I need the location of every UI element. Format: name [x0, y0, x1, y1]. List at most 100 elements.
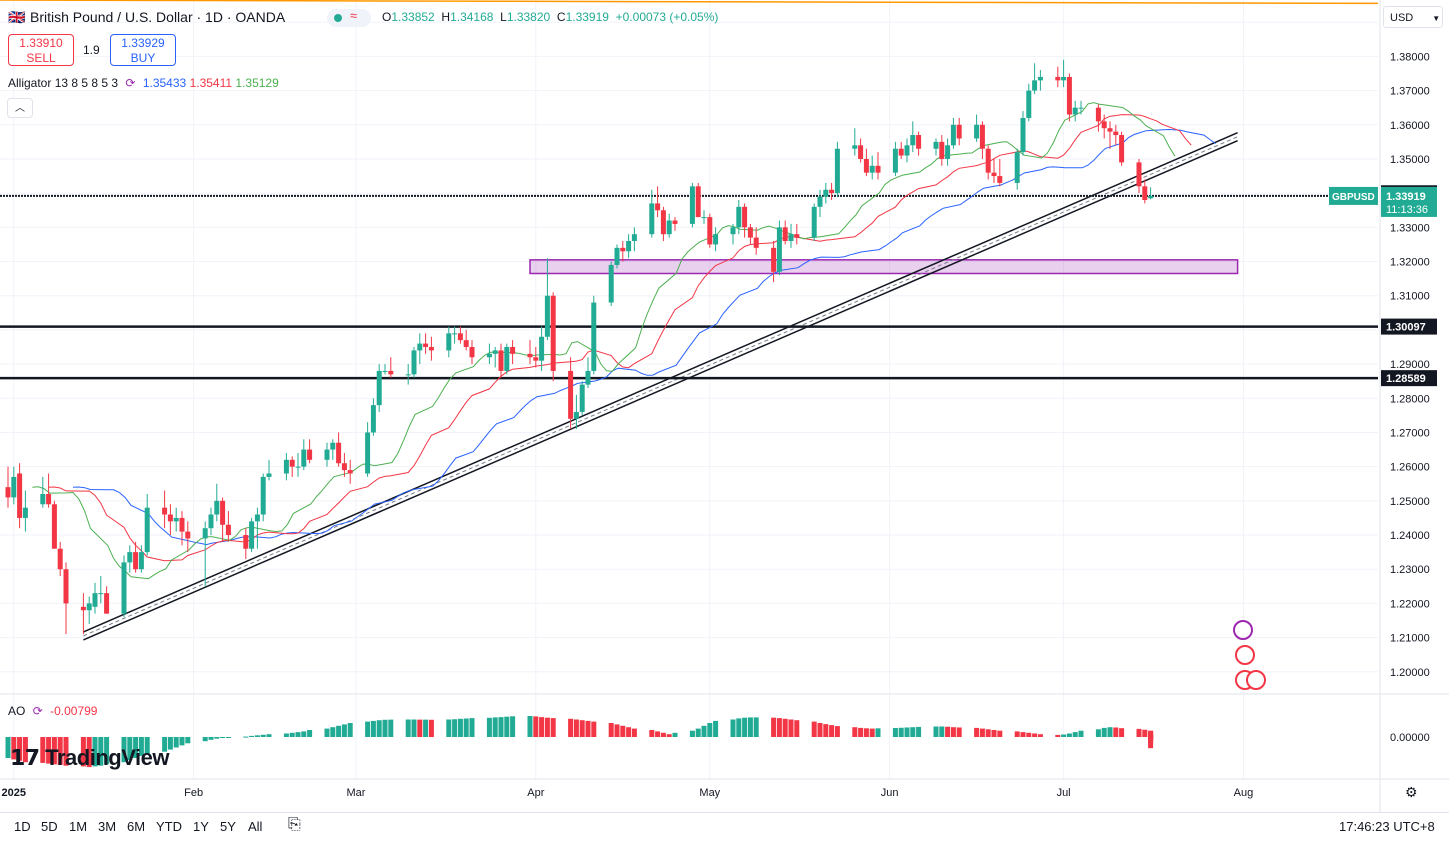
price-tick-label: 1.26000	[1390, 462, 1430, 474]
ao-bar	[22, 737, 28, 763]
ao-bar	[631, 728, 637, 737]
currency-selector[interactable]: USD ▼	[1383, 6, 1443, 28]
symbol-title[interactable]: British Pound / U.S. Dollar · 1D · OANDA	[30, 9, 286, 25]
timeframe-6m[interactable]: 6M	[127, 819, 146, 834]
ao-bar	[121, 737, 127, 763]
candle-body	[185, 531, 191, 539]
ao-bar	[655, 731, 661, 737]
candle-body	[591, 302, 597, 371]
ao-bar	[817, 723, 823, 737]
ao-bar	[794, 720, 800, 737]
ao-bar	[133, 737, 139, 758]
candle-body	[1107, 128, 1113, 132]
ao-bar	[875, 728, 881, 737]
sell-label: SELL	[26, 51, 56, 65]
gear-icon[interactable]: ⚙	[1405, 784, 1418, 800]
ao-bar	[1061, 734, 1067, 737]
timeframe-3m[interactable]: 3M	[98, 819, 117, 834]
collapse-legend-button[interactable]: ︿	[7, 98, 33, 118]
candle-body	[823, 189, 829, 197]
candle-body	[341, 463, 347, 471]
ao-bar	[144, 737, 150, 754]
ao-bar	[324, 728, 330, 737]
clock[interactable]: 17:46:23 UTC+8	[1339, 819, 1435, 834]
candle-body	[1061, 76, 1067, 81]
ao-bar	[40, 737, 46, 763]
candle-body	[1095, 107, 1101, 122]
candle-body	[811, 206, 817, 238]
candle-body	[138, 552, 144, 570]
tradingview-logo[interactable]: 𝟭𝟳 TradingView	[10, 745, 169, 770]
timeframe-all[interactable]: All	[248, 819, 263, 834]
ao-bar	[17, 737, 23, 761]
candle-body	[469, 347, 475, 358]
candle-body	[17, 473, 23, 518]
candle-body	[260, 476, 266, 515]
candle-body	[254, 514, 260, 522]
candle-body	[133, 552, 139, 570]
candle-body	[858, 145, 864, 159]
market-status-pill[interactable]	[327, 9, 371, 27]
timeframe-1d[interactable]: 1D	[14, 819, 31, 834]
ao-bar	[1148, 736, 1154, 738]
candle-body	[504, 347, 510, 371]
chevron-down-icon: ▼	[1432, 14, 1441, 23]
candle-body	[939, 141, 945, 159]
ao-settings-icon[interactable]: ⟳	[32, 704, 43, 718]
timeframe-ytd[interactable]: YTD	[156, 819, 182, 834]
timeframe-5y[interactable]: 5Y	[220, 819, 236, 834]
ao-bar	[550, 718, 556, 737]
ao-bar	[179, 737, 185, 746]
ao-bar	[243, 736, 249, 738]
ao-bar	[98, 737, 104, 766]
date-range-icon[interactable]: ⎘	[288, 816, 301, 833]
candle-body	[1014, 152, 1020, 183]
ao-legend[interactable]: AO ⟳ -0.00799	[8, 704, 97, 718]
ao-bar	[336, 725, 342, 737]
candle-body	[80, 606, 86, 611]
price-axis: 1.390001.380001.370001.360001.350001.340…	[1329, 17, 1437, 744]
candle-body	[782, 227, 788, 242]
candle-body	[974, 124, 980, 139]
candle-body	[376, 370, 382, 406]
sell-button[interactable]: 1.33910 SELL	[8, 34, 74, 66]
candle-body	[214, 500, 220, 515]
candle-body	[463, 340, 469, 347]
ao-bar	[260, 734, 266, 737]
ao-bar	[608, 723, 614, 737]
events-icon[interactable]: ≈	[350, 8, 358, 23]
candle-body	[869, 165, 875, 173]
candle-body	[1032, 80, 1038, 91]
time-tick-label: Aug	[1234, 787, 1254, 799]
ao-bar	[266, 734, 272, 737]
trendline-upper	[83, 132, 1238, 633]
ao-bar	[591, 721, 597, 737]
timeframe-5d[interactable]: 5D	[41, 819, 58, 834]
candle-body	[817, 196, 823, 207]
alligator-lips-value: 1.35129	[235, 76, 279, 90]
candle-body	[1148, 195, 1154, 199]
candle-body	[649, 203, 655, 235]
ao-bar	[162, 737, 168, 752]
buy-button[interactable]: 1.33929 BUY	[110, 34, 176, 66]
candle-body	[498, 350, 504, 371]
candle-body	[730, 227, 736, 235]
ao-bar	[127, 737, 133, 761]
candle-body	[1037, 76, 1043, 81]
timeframe-1y[interactable]: 1Y	[193, 819, 209, 834]
candle-body	[63, 569, 69, 604]
ao-bar	[834, 726, 840, 737]
ao-bar	[370, 720, 376, 737]
ao-bar	[649, 730, 655, 737]
bottom-toolbar	[0, 812, 1449, 845]
price-chart[interactable]: 1.390001.380001.370001.360001.350001.340…	[0, 0, 1449, 812]
timeframe-1m[interactable]: 1M	[69, 819, 88, 834]
indicator-settings-icon[interactable]: ⟳	[125, 76, 136, 90]
candle-body	[446, 333, 452, 351]
ao-bar	[63, 737, 69, 766]
ao-bar	[220, 737, 226, 738]
ao-bar	[811, 721, 817, 737]
candle-body	[631, 234, 637, 242]
ao-bar	[376, 720, 382, 737]
alligator-legend[interactable]: Alligator 13 8 5 8 5 3 ⟳ 1.35433 1.35411…	[8, 76, 279, 90]
